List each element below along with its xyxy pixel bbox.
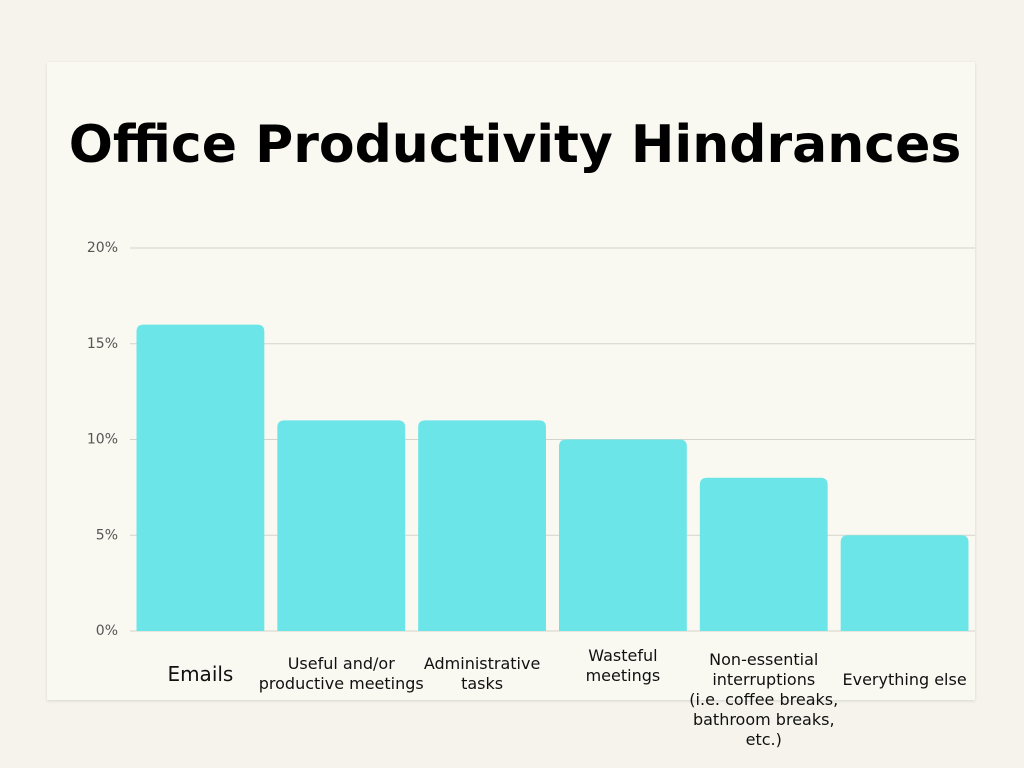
x-tick-label: Non-essential interruptions (i.e. coffee… xyxy=(689,650,839,749)
x-tick-label: Wasteful meetings xyxy=(585,646,661,685)
bar xyxy=(418,420,546,631)
bar xyxy=(559,439,687,631)
chart-title: Office Productivity Hindrances xyxy=(69,115,962,175)
y-tick-label: 15% xyxy=(87,336,118,352)
bar xyxy=(277,420,406,631)
y-tick-label: 10% xyxy=(87,432,118,448)
bar xyxy=(840,535,969,631)
y-tick-label: 20% xyxy=(87,240,118,256)
x-tick-label: Emails xyxy=(167,662,234,686)
x-tick-label: Everything else xyxy=(842,670,967,689)
y-tick-label: 5% xyxy=(96,527,118,543)
x-tick-label: Useful and/or productive meetings xyxy=(258,654,424,693)
bar xyxy=(136,324,265,631)
x-tick-label: Administrative tasks xyxy=(423,654,541,693)
y-tick-label: 0% xyxy=(96,623,118,639)
bar xyxy=(699,477,828,631)
